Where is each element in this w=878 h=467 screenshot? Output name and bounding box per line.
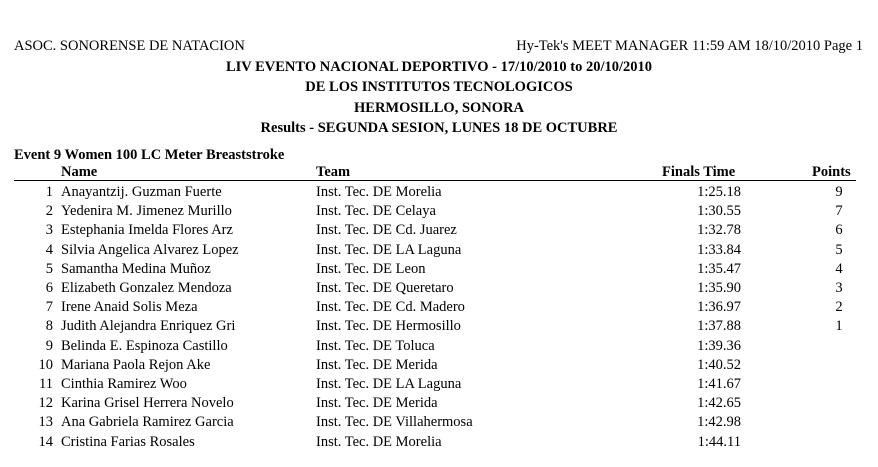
place: 5 [45,260,53,277]
meet-location: HERMOSILLO, SONORA [354,100,524,116]
session-title: Results - SEGUNDA SESION, LUNES 18 DE OC… [260,120,618,136]
organization-name: ASOC. SONORENSE DE NATACION [14,38,245,54]
column-header-name: Name [61,164,98,180]
finals-time: 1:35.47 [697,260,741,277]
finals-time: 1:44.11 [697,433,741,450]
place: 3 [45,222,53,239]
swimmer-name: Cristina Farias Rosales [61,433,195,450]
points: 5 [835,241,843,258]
place: 9 [45,337,53,354]
swimmer-name: Mariana Paola Rejon Ake [61,356,211,373]
table-row: 14 Cristina Farias Rosales Inst. Tec. DE M… [0,433,878,452]
table-row: 1 Anayantzij. Guzman Fuerte Inst. Tec. DE … [0,183,878,202]
points: 2 [835,299,843,316]
place: 14 [38,433,54,450]
software-timestamp: Hy-Tek's MEET MANAGER 11:59 AM 18/10/201… [516,38,863,54]
team-name: Inst. Tec. DE LA Laguna [316,241,462,258]
swimmer-name: Elizabeth Gonzalez Mendoza [61,280,232,296]
swimmer-name: Irene Anaid Solis Meza [61,299,198,316]
swimmer-name: Yedenira M. Jimenez Murillo [61,203,232,220]
swimmer-name: Judith Alejandra Enriquez Gri [61,318,236,335]
points: 1 [835,318,843,335]
table-row: 7 Irene Anaid Solis Meza Inst. Tec. DE Cd.… [0,298,878,317]
table-row: 5 Samantha Medina Muñoz Inst. Tec. DE Leon… [0,260,878,279]
table-row: 8 Judith Alejandra Enriquez Gri Inst. Tec.… [0,317,878,336]
finals-time: 1:39.36 [697,337,741,354]
meet-subtitle: DE LOS INSTITUTOS TECNOLOGICOS [305,79,573,95]
swimmer-name: Ana Gabriela Ramirez Garcia [61,414,234,431]
team-name: Inst. Tec. DE Hermosillo [316,318,461,335]
swimmer-name: Samantha Medina Muñoz [61,260,211,277]
finals-time: 1:35.90 [697,280,741,296]
table-row: 2 Yedenira M. Jimenez Murillo Inst. Tec. D… [0,202,878,221]
column-header-points: Points [812,164,851,180]
team-name: Inst. Tec. DE Merida [316,395,438,412]
place: 4 [45,241,53,258]
team-name: Inst. Tec. DE LA Laguna [316,376,462,392]
swimmer-name: Karina Grisel Herrera Novelo [61,395,234,412]
place: 13 [38,414,54,431]
swimmer-name: Silvia Angelica Alvarez Lopez [61,241,239,258]
place: 2 [45,203,53,220]
place: 11 [39,376,53,392]
finals-time: 1:32.78 [697,222,741,239]
swimmer-name: Cinthia Ramirez Woo [61,376,187,392]
table-row: 10 Mariana Paola Rejon Ake Inst. Tec. DE M… [0,356,878,375]
finals-time: 1:37.88 [697,318,741,335]
team-name: Inst. Tec. DE Cd. Madero [316,299,465,316]
finals-time: 1:40.52 [697,356,741,373]
table-row: 4 Silvia Angelica Alvarez Lopez Inst. Tec.… [0,241,878,260]
points: 7 [835,203,843,220]
points: 4 [835,260,843,277]
swimmer-name: Belinda E. Espinoza Castillo [61,337,228,354]
place: 8 [45,318,53,335]
team-name: Inst. Tec. DE Leon [316,260,426,277]
table-row: 12 Karina Grisel Herrera Novelo Inst. Tec.… [0,394,878,413]
finals-time: 1:42.65 [697,395,741,412]
header-divider [14,180,856,181]
points: 6 [835,222,843,239]
meet-title: LIV EVENTO NACIONAL DEPORTIVO - 17/10/20… [225,59,653,75]
event-title: Event 9 Women 100 LC Meter Breaststroke [14,147,285,163]
place: 1 [45,184,53,200]
finals-time: 1:42.98 [697,414,741,431]
finals-time: 1:30.55 [697,203,741,220]
finals-time: 1:41.67 [697,376,741,392]
place: 7 [45,299,53,316]
team-name: Inst. Tec. DE Cd. Juarez [316,222,457,239]
team-name: Inst. Tec. DE Morelia [316,184,442,200]
team-name: Inst. Tec. DE Celaya [316,203,436,220]
swimmer-name: Anayantzij. Guzman Fuerte [61,184,222,200]
table-row: 11 Cinthia Ramirez Woo Inst. Tec. DE LA La… [0,375,878,394]
table-row: 13 Ana Gabriela Ramirez Garcia Inst. Tec. … [0,413,878,432]
points: 9 [835,184,843,200]
finals-time: 1:33.84 [697,241,741,258]
swimmer-name: Estephania Imelda Flores Arz [61,222,233,239]
team-name: Inst. Tec. DE Morelia [316,433,442,450]
place: 6 [45,280,53,296]
team-name: Inst. Tec. DE Merida [316,356,438,373]
table-row: 6 Elizabeth Gonzalez Mendoza Inst. Tec. DE… [0,279,878,298]
table-row: 9 Belinda E. Espinoza Castillo Inst. Tec. … [0,337,878,356]
finals-time: 1:25.18 [697,184,741,200]
points: 3 [835,280,843,296]
team-name: Inst. Tec. DE Toluca [316,337,435,354]
finals-time: 1:36.97 [697,299,741,316]
column-header-time: Finals Time [662,164,736,180]
table-row: 3 Estephania Imelda Flores Arz Inst. Tec. … [0,221,878,240]
team-name: Inst. Tec. DE Villahermosa [316,414,473,431]
column-header-team: Team [316,164,351,180]
team-name: Inst. Tec. DE Queretaro [316,280,454,296]
place: 10 [38,356,54,373]
place: 12 [38,395,54,412]
